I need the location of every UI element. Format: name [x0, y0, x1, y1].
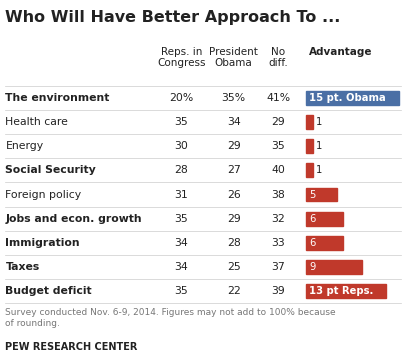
Text: Reps. in
Congress: Reps. in Congress [157, 46, 205, 68]
Text: Jobs and econ. growth: Jobs and econ. growth [5, 214, 142, 224]
Text: 38: 38 [271, 189, 285, 200]
FancyBboxPatch shape [307, 115, 312, 129]
Text: 34: 34 [174, 238, 188, 248]
Text: 28: 28 [227, 238, 241, 248]
Text: Energy: Energy [5, 142, 44, 151]
Text: 28: 28 [174, 165, 188, 175]
Text: 29: 29 [227, 214, 241, 224]
Text: The environment: The environment [5, 93, 110, 103]
Text: Taxes: Taxes [5, 262, 39, 272]
Text: 13 pt Reps.: 13 pt Reps. [309, 286, 373, 296]
FancyBboxPatch shape [307, 284, 386, 298]
Text: 35: 35 [271, 142, 285, 151]
Text: 1: 1 [315, 117, 322, 127]
Text: Social Security: Social Security [5, 165, 96, 175]
Text: 29: 29 [271, 117, 285, 127]
Text: 22: 22 [227, 286, 241, 296]
Text: 35: 35 [174, 117, 188, 127]
Text: 6: 6 [309, 214, 315, 224]
Text: 20%: 20% [169, 93, 193, 103]
FancyBboxPatch shape [307, 163, 312, 177]
Text: Health care: Health care [5, 117, 68, 127]
Text: 25: 25 [227, 262, 241, 272]
Text: 41%: 41% [266, 93, 290, 103]
Text: 40: 40 [271, 165, 285, 175]
FancyBboxPatch shape [307, 188, 337, 201]
FancyBboxPatch shape [307, 260, 362, 274]
Text: 1: 1 [315, 142, 322, 151]
Text: 31: 31 [174, 189, 188, 200]
Text: Foreign policy: Foreign policy [5, 189, 81, 200]
Text: 30: 30 [174, 142, 188, 151]
Text: Who Will Have Better Approach To ...: Who Will Have Better Approach To ... [5, 10, 341, 25]
FancyBboxPatch shape [307, 212, 343, 226]
Text: President
Obama: President Obama [209, 46, 258, 68]
Text: 6: 6 [309, 238, 315, 248]
Text: 15 pt. Obama: 15 pt. Obama [309, 93, 386, 103]
Text: Advantage: Advantage [309, 46, 372, 57]
FancyBboxPatch shape [307, 236, 343, 250]
Text: 35: 35 [174, 286, 188, 296]
FancyBboxPatch shape [307, 139, 312, 153]
Text: 39: 39 [271, 286, 285, 296]
Text: Immigration: Immigration [5, 238, 80, 248]
Text: 35: 35 [174, 214, 188, 224]
Text: 5: 5 [309, 189, 315, 200]
Text: 27: 27 [227, 165, 241, 175]
Text: 34: 34 [174, 262, 188, 272]
Text: 34: 34 [227, 117, 241, 127]
Text: 32: 32 [271, 214, 285, 224]
Text: PEW RESEARCH CENTER: PEW RESEARCH CENTER [5, 342, 138, 352]
Text: 26: 26 [227, 189, 241, 200]
Text: 29: 29 [227, 142, 241, 151]
Text: 35%: 35% [222, 93, 246, 103]
Text: No
diff.: No diff. [268, 46, 288, 68]
FancyBboxPatch shape [307, 91, 399, 105]
Text: Survey conducted Nov. 6-9, 2014. Figures may not add to 100% because
of rounding: Survey conducted Nov. 6-9, 2014. Figures… [5, 308, 336, 328]
Text: Budget deficit: Budget deficit [5, 286, 92, 296]
Text: 37: 37 [271, 262, 285, 272]
Text: 33: 33 [271, 238, 285, 248]
Text: 9: 9 [309, 262, 315, 272]
Text: 1: 1 [315, 165, 322, 175]
